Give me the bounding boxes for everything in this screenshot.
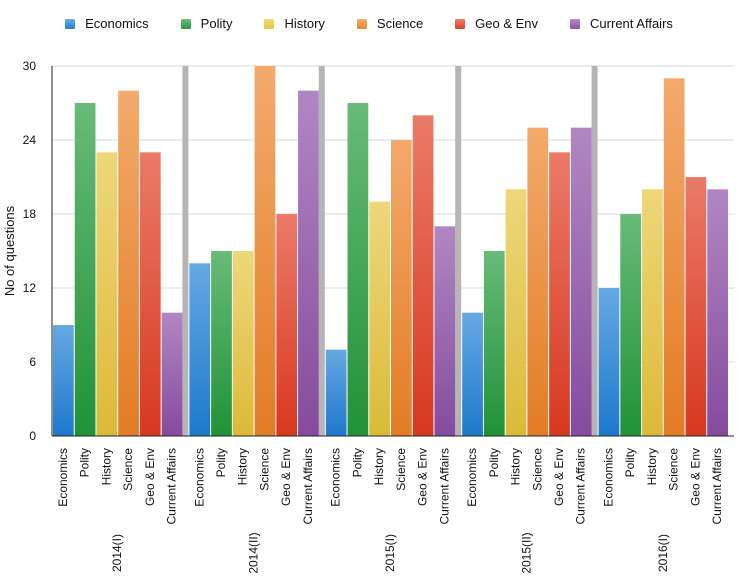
bar-2014-i-history xyxy=(96,152,118,437)
x-tick-label: Current Affairs xyxy=(574,448,588,524)
bar-2014-i-science xyxy=(118,90,139,437)
legend-label-history: History xyxy=(284,16,325,31)
bar-2014-ii-history xyxy=(232,251,254,436)
group-separator xyxy=(182,66,189,436)
bar-2014-i-economics xyxy=(53,325,74,436)
legend-label-geo-env: Geo & Env xyxy=(475,16,539,31)
category-label-2015-i: 2015(I) xyxy=(383,534,397,572)
legend-label-science: Science xyxy=(376,16,424,31)
bar-2016-i-economics xyxy=(598,288,620,436)
bar-2015-i-polity xyxy=(347,103,369,436)
legend-item-economics: Economics xyxy=(65,16,149,31)
bar-2014-ii-geo-env xyxy=(276,214,298,436)
legend-swatch-science xyxy=(356,18,367,29)
legend-item-history: History xyxy=(264,16,325,31)
x-tick-label: History xyxy=(645,448,659,485)
x-tick-label: Science xyxy=(121,448,135,491)
bar-2015-ii-history xyxy=(505,189,527,436)
x-tick-label: Current Affairs xyxy=(165,448,179,524)
x-tick-label: Economics xyxy=(329,448,343,507)
bar-2014-ii-polity xyxy=(211,251,232,436)
x-tick-label: Current Affairs xyxy=(437,448,451,524)
category-label-2016-i: 2016(I) xyxy=(656,534,670,572)
x-tick-label: Economics xyxy=(56,448,70,507)
y-tick-label: 18 xyxy=(23,207,37,221)
bar-2015-ii-current-affairs xyxy=(570,127,592,437)
x-tick-label: History xyxy=(509,448,523,485)
x-tick-label: Current Affairs xyxy=(710,448,724,524)
bar-2014-ii-science xyxy=(254,66,276,436)
legend-swatch-polity xyxy=(180,18,191,29)
group-separator xyxy=(318,66,325,436)
x-tick-label: Science xyxy=(530,448,544,491)
bar-2015-i-economics xyxy=(325,349,347,436)
bar-2015-ii-economics xyxy=(462,312,483,436)
bar-2015-i-geo-env xyxy=(412,115,434,436)
bar-2015-ii-polity xyxy=(483,251,505,436)
legend-item-geo-env: Geo & Env xyxy=(455,16,538,31)
x-tick-label: Polity xyxy=(214,448,228,477)
x-tick-label: Science xyxy=(394,448,408,491)
category-label-2014-ii: 2014(II) xyxy=(247,532,261,573)
x-tick-label: Geo & Env xyxy=(416,448,430,506)
bar-2015-ii-geo-env xyxy=(549,152,570,437)
legend-swatch-geo-env xyxy=(455,18,466,29)
x-tick-label: Geo & Env xyxy=(143,448,157,506)
x-tick-label: History xyxy=(372,448,386,485)
legend-item-current-affairs: Current Affairs xyxy=(570,16,673,31)
x-tick-label: Current Affairs xyxy=(301,448,315,524)
legend-item-polity: Polity xyxy=(180,16,233,31)
group-separator xyxy=(591,66,598,436)
bar-2016-i-geo-env xyxy=(685,177,707,436)
bar-2014-i-geo-env xyxy=(139,152,161,437)
x-tick-label: Geo & Env xyxy=(552,448,566,506)
legend-swatch-current-affairs xyxy=(570,18,581,29)
bar-2016-i-polity xyxy=(620,214,642,436)
legend-label-economics: Economics xyxy=(85,16,149,31)
legend-label-current-affairs: Current Affairs xyxy=(590,16,673,31)
y-tick-label: 30 xyxy=(23,59,37,73)
x-tick-label: Polity xyxy=(78,448,92,477)
x-tick-label: Geo & Env xyxy=(279,448,293,506)
category-label-2014-i: 2014(I) xyxy=(110,534,124,572)
legend: Economics Polity History Science Geo & Env Cu… xyxy=(0,16,738,31)
x-tick-label: Economics xyxy=(192,448,206,507)
x-tick-label: Science xyxy=(257,448,271,491)
x-tick-label: History xyxy=(236,448,250,485)
legend-label-polity: Polity xyxy=(200,16,233,31)
x-tick-label: Geo & Env xyxy=(688,448,702,506)
y-tick-label: 24 xyxy=(23,133,37,147)
bar-2014-i-polity xyxy=(74,103,96,436)
bar-2015-i-science xyxy=(391,140,412,436)
legend-swatch-history xyxy=(264,18,275,29)
x-tick-label: Polity xyxy=(623,448,637,477)
legend-swatch-economics xyxy=(65,18,76,29)
x-tick-label: Economics xyxy=(465,448,479,507)
group-separator xyxy=(455,66,462,436)
x-tick-label: Polity xyxy=(487,448,501,477)
bar-2016-i-current-affairs xyxy=(707,189,728,436)
bar-2016-i-science xyxy=(663,78,685,436)
bar-2015-i-history xyxy=(369,201,390,436)
bar-2015-i-current-affairs xyxy=(434,226,456,436)
category-label-2015-ii: 2015(II) xyxy=(519,532,533,573)
bar-2015-ii-science xyxy=(527,127,549,437)
x-tick-label: Polity xyxy=(350,448,364,477)
bar-2014-i-current-affairs xyxy=(161,312,183,436)
x-tick-label: History xyxy=(99,448,113,485)
bar-2016-i-history xyxy=(642,189,663,436)
x-tick-label: Science xyxy=(667,448,681,491)
bar-2014-ii-economics xyxy=(189,263,211,436)
y-tick-label: 0 xyxy=(29,429,36,443)
y-axis-title: No of questions xyxy=(2,205,17,296)
legend-item-science: Science xyxy=(356,16,424,31)
y-tick-label: 12 xyxy=(23,281,37,295)
bar-2014-ii-current-affairs xyxy=(298,90,319,437)
x-tick-label: Economics xyxy=(601,448,615,507)
y-tick-label: 6 xyxy=(29,355,36,369)
